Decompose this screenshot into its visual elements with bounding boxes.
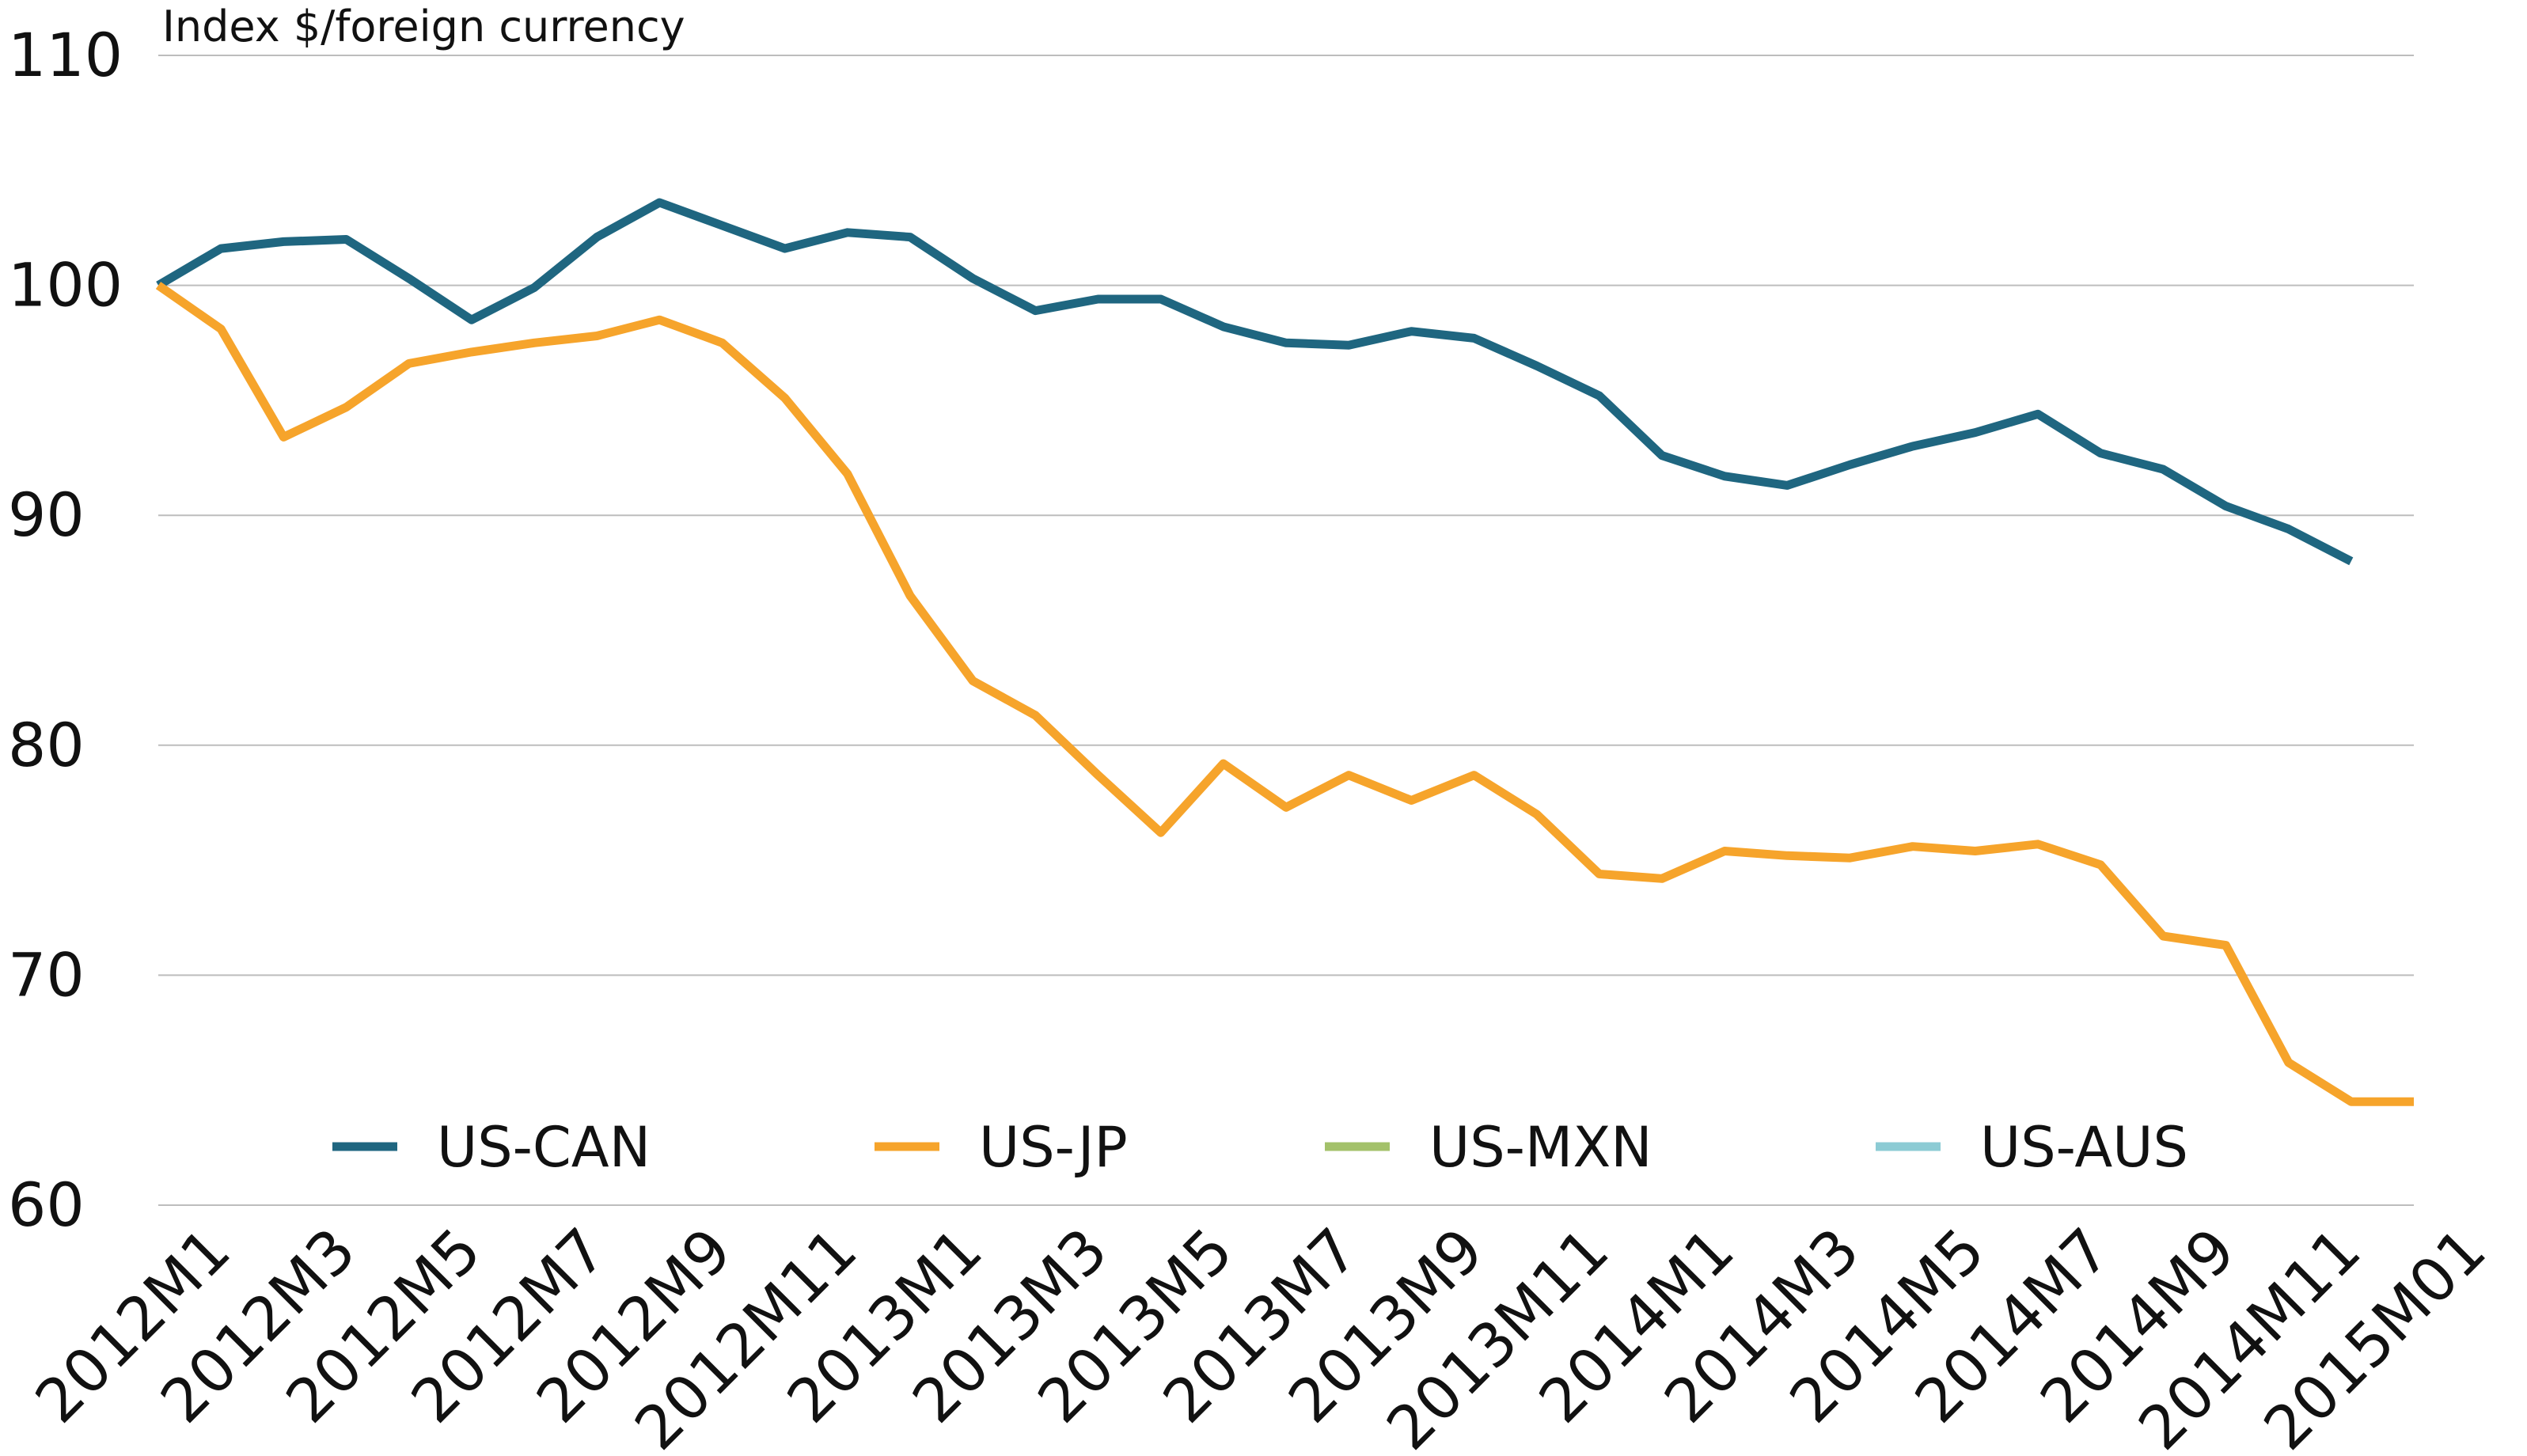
y-axis-title: Index $/foreign currency	[162, 2, 685, 51]
series-line	[156, 198, 2354, 566]
series-line	[155, 282, 2414, 1106]
legend-label: US-MXN	[1429, 1115, 1652, 1180]
y-tick-label: 60	[8, 1170, 85, 1240]
y-tick-label: 110	[8, 20, 123, 90]
legend-label: US-AUS	[1980, 1115, 2188, 1180]
y-tick-label: 90	[8, 480, 85, 550]
y-tick-label: 80	[8, 710, 85, 780]
legend-label: US-CAN	[437, 1115, 651, 1180]
y-tick-label: 70	[8, 939, 85, 1010]
y-tick-label: 100	[8, 250, 123, 320]
legend-label: US-JP	[979, 1115, 1128, 1180]
